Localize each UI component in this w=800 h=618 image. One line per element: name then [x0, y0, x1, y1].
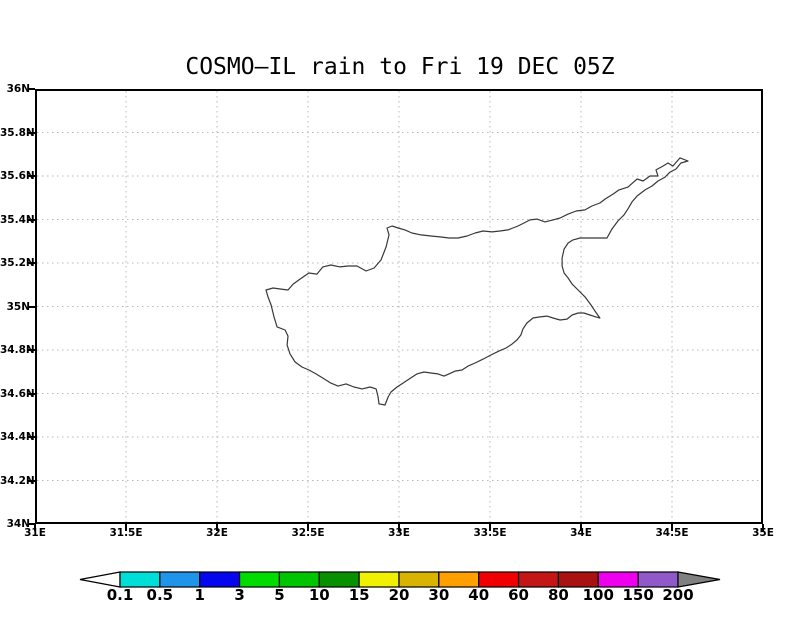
- x-tick-label: 32.5E: [291, 527, 325, 539]
- x-tick-label: 31E: [24, 527, 46, 539]
- colorbar-label: 60: [508, 586, 529, 604]
- y-axis-tick: [28, 262, 35, 264]
- colorbar-label: 10: [308, 586, 330, 604]
- colorbar-cell: [358, 571, 400, 588]
- x-axis-tick: [489, 524, 491, 531]
- y-tick-label: 34.4N: [0, 431, 35, 443]
- colorbar: [79, 571, 721, 588]
- x-tick-label: 33.5E: [473, 527, 507, 539]
- colorbar-below-min-arrow: [79, 571, 121, 588]
- y-tick-label: 35.8N: [0, 126, 35, 139]
- y-tick-label: 36N: [6, 83, 30, 95]
- x-axis-tick: [216, 524, 218, 531]
- colorbar-label: 15: [348, 586, 370, 604]
- y-tick-label: 34.8N: [0, 344, 35, 356]
- y-tick-label: 35.2N: [0, 257, 35, 269]
- y-tick-label: 34.6N: [0, 387, 35, 400]
- colorbar-label: 5: [274, 586, 285, 604]
- plot-frame: [35, 89, 763, 524]
- colorbar-label: 3: [234, 586, 245, 604]
- x-tick-label: 32E: [206, 527, 228, 539]
- colorbar-cell: [398, 571, 440, 588]
- x-tick-label: 35E: [752, 527, 774, 539]
- x-axis-tick: [398, 524, 400, 531]
- colorbar-label: 30: [428, 586, 450, 604]
- colorbar-cell: [637, 571, 679, 588]
- colorbar-label: 40: [468, 586, 490, 604]
- colorbar-cell: [557, 571, 599, 588]
- y-tick-label: 34N: [6, 518, 30, 530]
- x-axis-tick: [125, 524, 127, 531]
- colorbar-cell: [199, 571, 241, 588]
- y-axis-tick: [28, 349, 35, 351]
- colorbar-label: 0.5: [146, 586, 174, 604]
- colorbar-cell: [478, 571, 520, 588]
- y-axis-tick: [28, 305, 35, 308]
- x-axis-tick: [580, 524, 582, 531]
- map-canvas: [35, 89, 763, 524]
- y-tick-label: 35N: [6, 300, 30, 313]
- colorbar-cell: [238, 571, 281, 588]
- y-tick-label: 35.6N: [0, 170, 35, 182]
- x-tick-label: 34.5E: [655, 527, 689, 539]
- x-axis-tick: [762, 524, 764, 531]
- y-axis-tick: [28, 175, 35, 177]
- y-tick-label: 35.4N: [0, 213, 35, 226]
- x-tick-label: 33E: [388, 527, 410, 539]
- y-axis-tick: [28, 392, 35, 395]
- y-axis-tick: [28, 88, 35, 90]
- colorbar-label: 200: [662, 586, 694, 604]
- colorbar-cell: [438, 571, 480, 588]
- colorbar-label: 20: [388, 586, 410, 604]
- y-axis-tick: [28, 479, 35, 482]
- y-axis-tick: [28, 131, 35, 134]
- y-axis-tick: [28, 523, 35, 525]
- colorbar-cell: [278, 571, 320, 588]
- x-axis-tick: [34, 524, 36, 531]
- cyprus-coastline: [265, 157, 689, 406]
- colorbar-cell: [159, 571, 201, 588]
- colorbar-label: 150: [622, 586, 654, 604]
- colorbar-label: 1: [194, 586, 205, 604]
- y-tick-label: 34.2N: [0, 474, 35, 487]
- x-axis-tick: [671, 524, 673, 531]
- chart-title: COSMO–IL rain to Fri 19 DEC 05Z: [185, 54, 615, 80]
- colorbar-cell: [318, 571, 360, 588]
- y-axis-tick: [28, 218, 35, 221]
- x-axis-tick: [307, 524, 309, 531]
- x-tick-label: 31.5E: [109, 527, 143, 539]
- colorbar-above-max-arrow: [677, 571, 721, 588]
- colorbar-label: 0.1: [106, 586, 134, 604]
- y-axis-tick: [28, 436, 35, 438]
- colorbar-cell: [119, 571, 161, 588]
- colorbar-label: 80: [547, 586, 569, 604]
- colorbar-cell: [597, 571, 639, 588]
- colorbar-cell: [517, 571, 560, 588]
- colorbar-label: 100: [582, 586, 614, 604]
- map-plot-area: [35, 89, 763, 524]
- x-tick-label: 34E: [570, 527, 592, 539]
